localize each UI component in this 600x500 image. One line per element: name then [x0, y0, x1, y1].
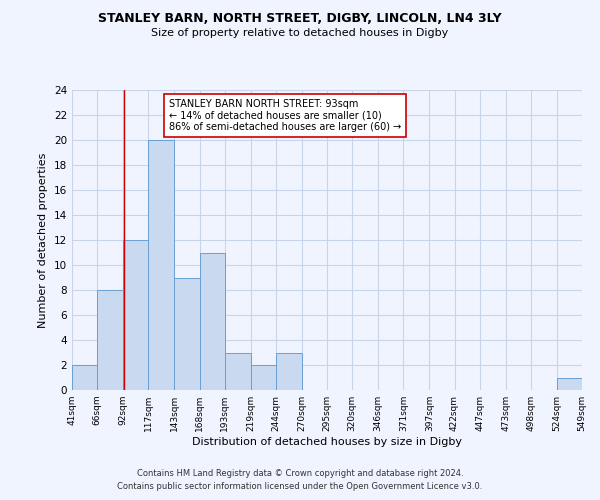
- Text: Contains public sector information licensed under the Open Government Licence v3: Contains public sector information licen…: [118, 482, 482, 491]
- Bar: [276, 352, 302, 390]
- Bar: [148, 140, 175, 390]
- Bar: [97, 290, 123, 390]
- Text: Contains HM Land Registry data © Crown copyright and database right 2024.: Contains HM Land Registry data © Crown c…: [137, 468, 463, 477]
- Bar: [175, 278, 199, 390]
- Bar: [199, 252, 224, 390]
- Bar: [251, 365, 276, 390]
- Y-axis label: Number of detached properties: Number of detached properties: [38, 152, 49, 328]
- X-axis label: Distribution of detached houses by size in Digby: Distribution of detached houses by size …: [192, 437, 462, 447]
- Bar: [72, 365, 97, 390]
- Bar: [224, 352, 251, 390]
- Text: STANLEY BARN, NORTH STREET, DIGBY, LINCOLN, LN4 3LY: STANLEY BARN, NORTH STREET, DIGBY, LINCO…: [98, 12, 502, 26]
- Bar: [123, 240, 148, 390]
- Text: Size of property relative to detached houses in Digby: Size of property relative to detached ho…: [151, 28, 449, 38]
- Text: STANLEY BARN NORTH STREET: 93sqm
← 14% of detached houses are smaller (10)
86% o: STANLEY BARN NORTH STREET: 93sqm ← 14% o…: [169, 99, 401, 132]
- Bar: [557, 378, 582, 390]
